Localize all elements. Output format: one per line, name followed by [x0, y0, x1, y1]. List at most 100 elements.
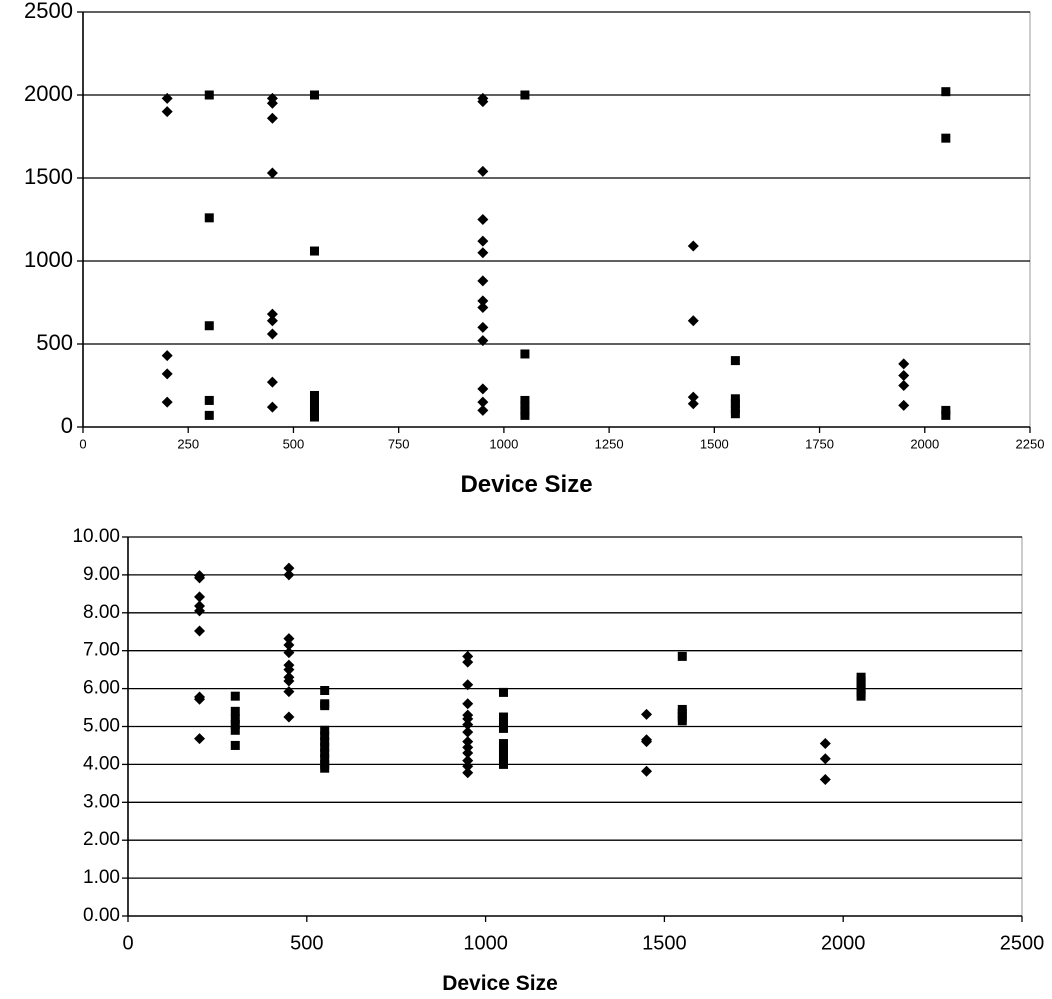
diamond-marker: [266, 112, 278, 124]
diamond-marker: [687, 240, 699, 252]
diamond-marker: [283, 686, 295, 698]
diamond-marker: [477, 96, 489, 108]
diamond-marker: [641, 736, 653, 748]
square-marker: [320, 701, 330, 711]
diamond-marker: [161, 106, 173, 118]
x-tick-label: 1250: [595, 436, 624, 451]
diamond-marker: [462, 767, 474, 779]
diamond-marker: [161, 368, 173, 380]
square-marker: [230, 714, 240, 724]
diamond-marker: [194, 572, 206, 584]
diamond-marker: [477, 275, 489, 287]
square-marker: [677, 651, 687, 661]
square-marker: [320, 754, 330, 764]
diamond-marker: [477, 335, 489, 347]
square-marker: [309, 390, 319, 400]
square-marker: [520, 395, 530, 405]
square-marker: [498, 754, 508, 764]
square-marker: [204, 410, 214, 420]
square-marker: [498, 712, 508, 722]
diamond-marker: [477, 214, 489, 225]
diamond-marker: [266, 97, 278, 109]
y-tick-label: 3.00: [83, 791, 120, 812]
x-tick-label: 2250: [1016, 436, 1045, 451]
x-tick-label: 750: [388, 436, 410, 451]
square-marker: [498, 718, 508, 728]
diamond-marker: [266, 328, 278, 340]
x-tick-label: 250: [177, 436, 199, 451]
x-tick-label: 2000: [910, 436, 939, 451]
square-marker: [941, 87, 951, 97]
square-marker: [320, 725, 330, 735]
diamond-marker: [194, 693, 206, 705]
diamond-marker: [477, 383, 489, 395]
diamond-marker: [477, 396, 489, 408]
y-tick-label: 6.00: [83, 678, 120, 699]
diamond-marker: [462, 719, 474, 731]
diamond-marker: [477, 295, 489, 307]
square-marker: [230, 691, 240, 701]
square-marker: [498, 687, 508, 697]
square-marker: [730, 404, 740, 414]
square-marker: [320, 737, 330, 747]
square-marker: [320, 685, 330, 695]
scatter-chart-bottom: 0.00 1.00 2.00 3.00 4.00 5.00 6.00 7.00 8.00 9.00…: [72, 526, 1044, 995]
diamond-marker: [462, 679, 474, 691]
y-tick-label: 0: [61, 413, 73, 438]
square-marker: [204, 395, 214, 405]
diamond-marker: [462, 656, 474, 668]
square-marker: [520, 410, 530, 420]
square-marker: [941, 405, 951, 415]
x-tick-label: 1000: [489, 436, 518, 451]
diamond-marker: [194, 591, 206, 603]
square-marker: [520, 405, 530, 415]
x-tick-label: 500: [290, 932, 323, 954]
plot-area: [82, 11, 1031, 428]
square-marker: [230, 706, 240, 716]
diamond-marker: [898, 399, 910, 411]
y-tick-label: 1000: [24, 247, 73, 272]
square-marker: [498, 739, 508, 749]
y-tick-label: 0.00: [83, 905, 120, 926]
diamond-marker: [477, 247, 489, 259]
diamond-marker: [161, 92, 173, 104]
diamond-marker: [194, 605, 206, 617]
diamond-marker: [819, 738, 831, 750]
square-marker: [730, 399, 740, 409]
diamond-marker: [462, 650, 474, 662]
y-tick-label: 500: [36, 330, 73, 355]
x-tick-label: 1500: [700, 436, 729, 451]
diamond-marker: [462, 713, 474, 725]
x-axis-title: Device Size: [460, 471, 592, 498]
square-marker: [941, 133, 951, 143]
square-marker: [309, 407, 319, 417]
diamond-marker: [462, 747, 474, 759]
square-marker: [520, 400, 530, 410]
square-marker: [520, 349, 530, 359]
y-tick-label: 9.00: [83, 564, 120, 585]
diamond-marker: [283, 675, 295, 687]
diamond-marker: [283, 639, 295, 651]
square-marker: [309, 412, 319, 422]
x-tick-label: 1000: [463, 932, 508, 954]
square-marker: [320, 731, 330, 741]
square-marker: [730, 409, 740, 419]
square-marker: [309, 402, 319, 412]
square-marker: [520, 90, 530, 100]
diamond-marker: [898, 358, 910, 370]
x-tick-label: 1500: [642, 932, 687, 954]
diamond-marker: [641, 708, 653, 720]
diamond-marker: [462, 741, 474, 753]
y-tick-label: 2.00: [83, 829, 120, 850]
x-tick-label: 2500: [1000, 932, 1045, 954]
diamond-marker: [266, 167, 278, 179]
y-tick-label: 2000: [24, 81, 73, 106]
square-marker: [498, 748, 508, 758]
square-marker: [204, 90, 214, 100]
scatter-chart-top: 0 500 1000 1500 2000 2500 0 250 500 750 1000 1250 15…: [24, 0, 1044, 498]
diamond-marker: [477, 321, 489, 333]
y-tick-label: 2500: [24, 0, 73, 23]
x-tick-label: 0: [122, 932, 133, 954]
square-marker: [230, 740, 240, 750]
